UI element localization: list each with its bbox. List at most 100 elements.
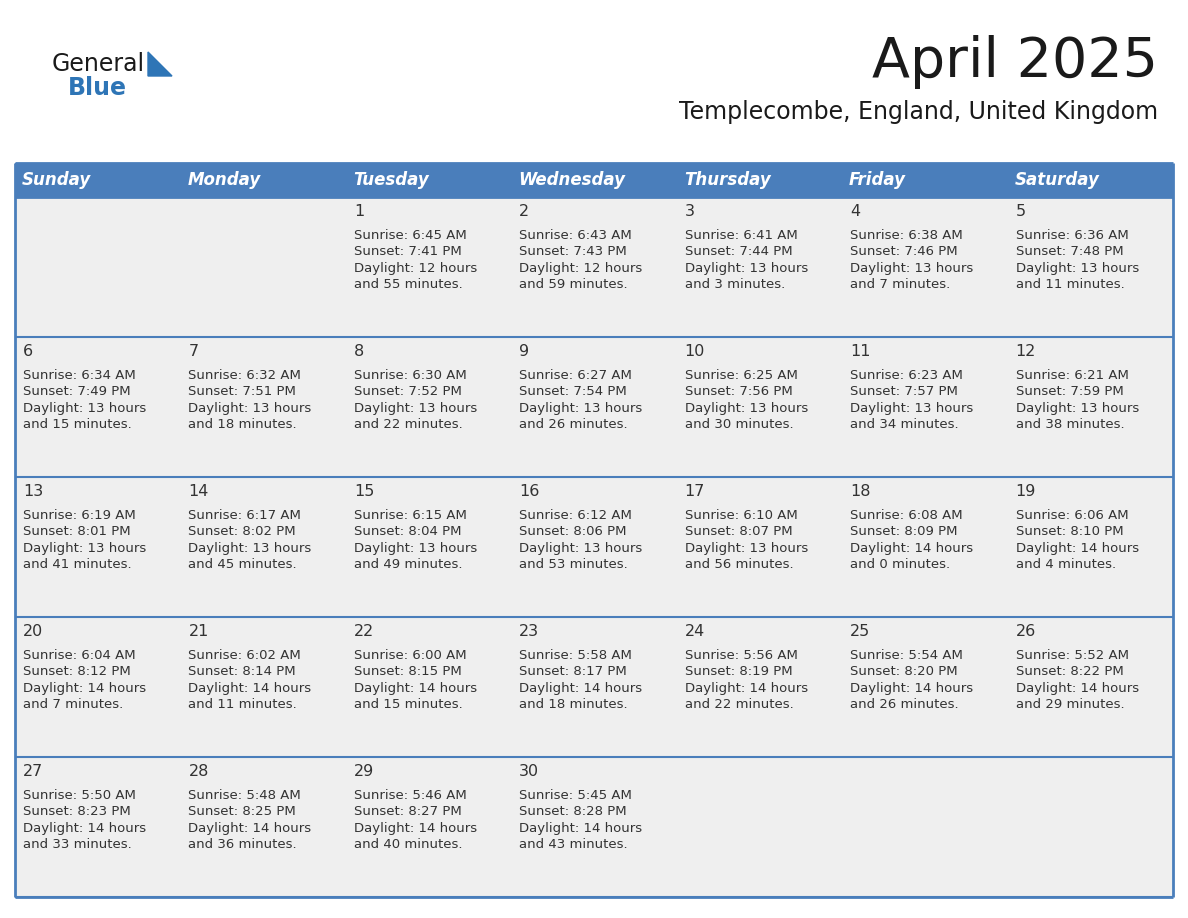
- Text: 11: 11: [851, 344, 871, 359]
- Text: Sunrise: 6:15 AM: Sunrise: 6:15 AM: [354, 509, 467, 521]
- Bar: [15, 477, 181, 617]
- Text: 24: 24: [684, 624, 704, 639]
- Text: 6: 6: [23, 344, 33, 359]
- Text: Sunrise: 6:36 AM: Sunrise: 6:36 AM: [1016, 229, 1129, 241]
- Text: Daylight: 13 hours: Daylight: 13 hours: [1016, 262, 1139, 274]
- Bar: [677, 757, 842, 897]
- Text: Sunset: 7:56 PM: Sunset: 7:56 PM: [684, 386, 792, 398]
- Bar: [181, 337, 346, 477]
- Text: Daylight: 13 hours: Daylight: 13 hours: [189, 542, 311, 554]
- Text: Daylight: 13 hours: Daylight: 13 hours: [684, 542, 808, 554]
- Text: Daylight: 14 hours: Daylight: 14 hours: [354, 822, 478, 834]
- Bar: [842, 757, 1007, 897]
- Text: Sunset: 7:48 PM: Sunset: 7:48 PM: [1016, 245, 1123, 258]
- Text: Daylight: 14 hours: Daylight: 14 hours: [23, 822, 146, 834]
- Text: Sunset: 7:41 PM: Sunset: 7:41 PM: [354, 245, 462, 258]
- Text: Sunrise: 6:23 AM: Sunrise: 6:23 AM: [851, 369, 963, 382]
- Text: Sunset: 8:01 PM: Sunset: 8:01 PM: [23, 525, 131, 538]
- Text: and 22 minutes.: and 22 minutes.: [684, 699, 794, 711]
- Text: Sunrise: 5:50 AM: Sunrise: 5:50 AM: [23, 789, 135, 801]
- Text: 1: 1: [354, 204, 364, 219]
- Text: Sunset: 8:25 PM: Sunset: 8:25 PM: [189, 805, 296, 818]
- Text: and 56 minutes.: and 56 minutes.: [684, 558, 794, 571]
- Text: and 11 minutes.: and 11 minutes.: [189, 699, 297, 711]
- Text: and 38 minutes.: and 38 minutes.: [1016, 419, 1124, 431]
- Text: Sunrise: 6:38 AM: Sunrise: 6:38 AM: [851, 229, 963, 241]
- Text: Sunset: 7:54 PM: Sunset: 7:54 PM: [519, 386, 627, 398]
- Text: Daylight: 14 hours: Daylight: 14 hours: [23, 682, 146, 695]
- Text: Sunrise: 6:19 AM: Sunrise: 6:19 AM: [23, 509, 135, 521]
- Text: 2: 2: [519, 204, 530, 219]
- Text: Daylight: 14 hours: Daylight: 14 hours: [189, 682, 311, 695]
- Bar: [346, 617, 511, 757]
- Text: and 26 minutes.: and 26 minutes.: [519, 419, 628, 431]
- Text: 7: 7: [189, 344, 198, 359]
- Bar: [511, 197, 677, 337]
- Text: and 34 minutes.: and 34 minutes.: [851, 419, 959, 431]
- Text: Sunrise: 6:21 AM: Sunrise: 6:21 AM: [1016, 369, 1129, 382]
- Text: 16: 16: [519, 484, 539, 499]
- Text: Sunset: 8:07 PM: Sunset: 8:07 PM: [684, 525, 792, 538]
- Text: Sunrise: 6:06 AM: Sunrise: 6:06 AM: [1016, 509, 1129, 521]
- Bar: [1007, 477, 1173, 617]
- Text: 30: 30: [519, 764, 539, 779]
- Text: Daylight: 13 hours: Daylight: 13 hours: [1016, 402, 1139, 415]
- Text: Sunrise: 5:52 AM: Sunrise: 5:52 AM: [1016, 649, 1129, 662]
- Text: Sunset: 8:23 PM: Sunset: 8:23 PM: [23, 805, 131, 818]
- Bar: [1007, 197, 1173, 337]
- Text: Daylight: 13 hours: Daylight: 13 hours: [851, 402, 973, 415]
- Text: Daylight: 14 hours: Daylight: 14 hours: [519, 822, 643, 834]
- Bar: [181, 757, 346, 897]
- Text: Sunday: Sunday: [23, 171, 91, 189]
- Text: Sunrise: 5:56 AM: Sunrise: 5:56 AM: [684, 649, 797, 662]
- Bar: [842, 477, 1007, 617]
- Bar: [15, 197, 181, 337]
- Text: 23: 23: [519, 624, 539, 639]
- Text: 10: 10: [684, 344, 706, 359]
- Text: 9: 9: [519, 344, 530, 359]
- Text: Daylight: 13 hours: Daylight: 13 hours: [684, 262, 808, 274]
- Polygon shape: [148, 52, 172, 76]
- Text: Saturday: Saturday: [1015, 171, 1099, 189]
- Text: Sunset: 8:14 PM: Sunset: 8:14 PM: [189, 666, 296, 678]
- Text: and 22 minutes.: and 22 minutes.: [354, 419, 462, 431]
- Bar: [15, 617, 181, 757]
- Text: Sunset: 7:49 PM: Sunset: 7:49 PM: [23, 386, 131, 398]
- Text: April 2025: April 2025: [872, 35, 1158, 89]
- Text: Sunset: 8:20 PM: Sunset: 8:20 PM: [851, 666, 958, 678]
- Text: 12: 12: [1016, 344, 1036, 359]
- Text: Daylight: 14 hours: Daylight: 14 hours: [519, 682, 643, 695]
- Text: Sunset: 8:27 PM: Sunset: 8:27 PM: [354, 805, 462, 818]
- Bar: [511, 337, 677, 477]
- Bar: [677, 617, 842, 757]
- Text: and 11 minutes.: and 11 minutes.: [1016, 278, 1124, 291]
- Bar: [842, 337, 1007, 477]
- Text: Sunset: 8:09 PM: Sunset: 8:09 PM: [851, 525, 958, 538]
- Text: 17: 17: [684, 484, 706, 499]
- Text: Sunrise: 6:41 AM: Sunrise: 6:41 AM: [684, 229, 797, 241]
- Text: Daylight: 12 hours: Daylight: 12 hours: [519, 262, 643, 274]
- Text: and 15 minutes.: and 15 minutes.: [23, 419, 132, 431]
- Text: Sunrise: 6:00 AM: Sunrise: 6:00 AM: [354, 649, 467, 662]
- Text: Daylight: 14 hours: Daylight: 14 hours: [1016, 542, 1138, 554]
- Text: Daylight: 13 hours: Daylight: 13 hours: [519, 542, 643, 554]
- Bar: [346, 757, 511, 897]
- Text: Sunrise: 6:32 AM: Sunrise: 6:32 AM: [189, 369, 302, 382]
- Bar: [15, 757, 181, 897]
- Bar: [181, 617, 346, 757]
- Text: and 15 minutes.: and 15 minutes.: [354, 699, 462, 711]
- Text: Daylight: 14 hours: Daylight: 14 hours: [851, 682, 973, 695]
- Text: and 43 minutes.: and 43 minutes.: [519, 838, 628, 851]
- Text: Sunrise: 5:45 AM: Sunrise: 5:45 AM: [519, 789, 632, 801]
- Text: and 0 minutes.: and 0 minutes.: [851, 558, 950, 571]
- Text: Sunset: 7:44 PM: Sunset: 7:44 PM: [684, 245, 792, 258]
- Bar: [1007, 337, 1173, 477]
- Text: Daylight: 14 hours: Daylight: 14 hours: [1016, 682, 1138, 695]
- Bar: [181, 197, 346, 337]
- Text: 29: 29: [354, 764, 374, 779]
- Text: Thursday: Thursday: [684, 171, 771, 189]
- Text: Sunrise: 5:54 AM: Sunrise: 5:54 AM: [851, 649, 963, 662]
- Bar: [677, 477, 842, 617]
- Text: General: General: [52, 52, 145, 76]
- Text: 27: 27: [23, 764, 43, 779]
